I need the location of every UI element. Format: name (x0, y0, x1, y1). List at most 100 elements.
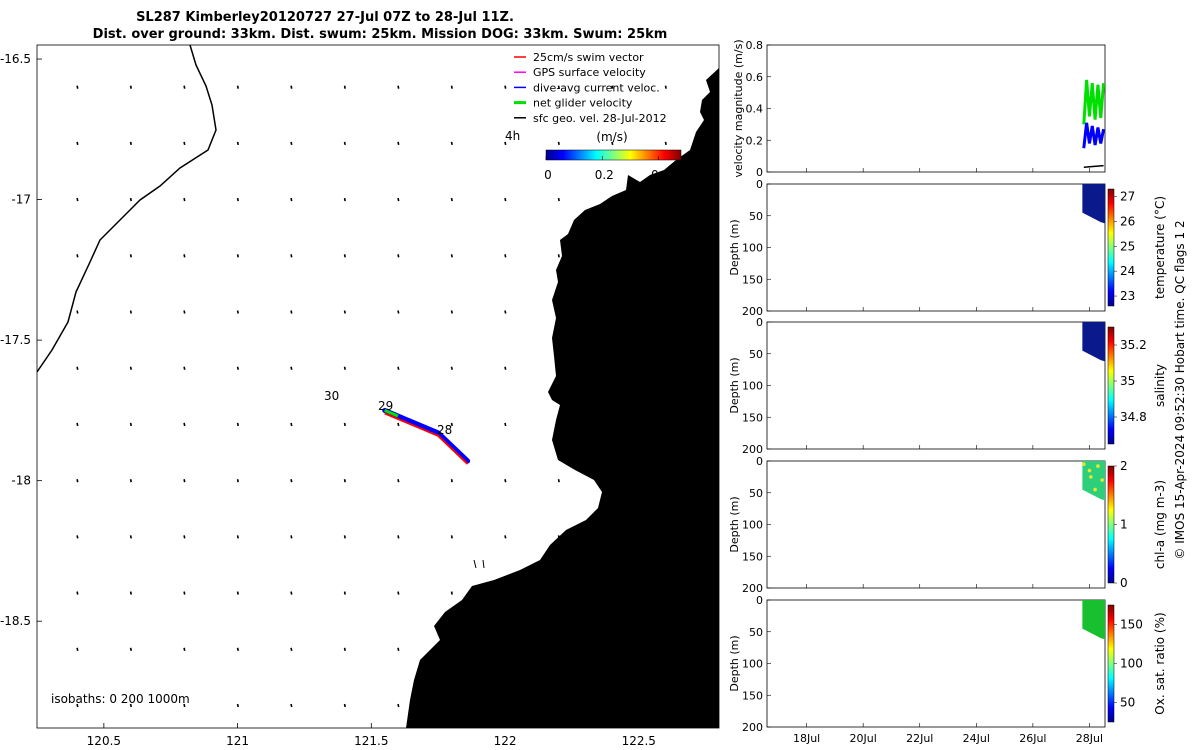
depth-y-tick-label: 200 (742, 582, 763, 595)
velocity-arrow (236, 703, 239, 708)
velocity-arrow (129, 85, 132, 89)
velocity-arrow (236, 647, 239, 651)
depth-colorbar-tick-label: 50 (1120, 696, 1135, 710)
velocity-arrow (343, 422, 346, 427)
velocity-arrow (290, 85, 293, 89)
depth-y-tick-label: 50 (749, 210, 763, 223)
velocity-arrow (236, 85, 239, 89)
legend-label: GPS surface velocity (533, 66, 646, 79)
map-y-tick-label: -16.5 (0, 52, 31, 66)
time-x-tick-label: 28Jul (1076, 732, 1103, 745)
title-line1: SL287 Kimberley20120727 27-Jul 07Z to 28… (136, 10, 514, 25)
velocity-arrow (611, 141, 614, 146)
velocity-arrow (343, 647, 346, 651)
velocity-arrow (236, 366, 239, 370)
velocity-arrow (343, 703, 346, 708)
map-x-tick-label: 122 (494, 734, 517, 748)
chl-highlight-point (1087, 468, 1092, 473)
velocity-arrow (397, 85, 400, 89)
velocity-arrow (290, 422, 293, 427)
depth-colorbar-label: chl-a (mg m-3) (1153, 480, 1167, 569)
depth-data-block (1082, 322, 1105, 362)
velocity-arrow (183, 647, 186, 651)
depth-y-tick-label: 100 (742, 380, 763, 393)
time-x-tick-label: 26Jul (1019, 732, 1046, 745)
velocity-arrow (450, 141, 453, 146)
depth-colorbar-tick-label: 24 (1120, 264, 1135, 278)
velocity-arrow (290, 591, 293, 595)
velocity-arrow (504, 85, 507, 89)
velocity-ylabel: velocity magnitude (m/s) (732, 39, 745, 177)
velocity-arrow (76, 254, 79, 258)
velocity-arrow (183, 703, 186, 708)
velocity-arrow (397, 647, 400, 651)
depth-y-tick-label: 200 (742, 305, 763, 318)
velocity-arrow (450, 591, 453, 595)
velocity-arrow (343, 141, 346, 146)
velocity-arrow (129, 254, 132, 258)
velocity-arrow (236, 591, 239, 595)
time-x-ticks: 18Jul 20Jul 22Jul 24Jul 26Jul 28Jul (793, 168, 1103, 745)
velocity-arrow (236, 422, 239, 427)
velocity-arrow (236, 310, 239, 314)
velocity-arrow (611, 85, 614, 89)
map-x-tick-label: 120.5 (87, 734, 121, 748)
velocity-arrow (397, 422, 400, 427)
velocity-arrow (290, 254, 293, 258)
velocity-arrow (557, 85, 560, 89)
velocity-arrow (76, 647, 79, 651)
isobaths-label: isobaths: 0 200 1000m (51, 692, 190, 706)
colorbar-tick-label: 0.2 (595, 168, 614, 182)
velocity-arrow (397, 591, 400, 595)
colorbar-tick-label: 0.4 (651, 168, 670, 182)
chl-highlight-point (1081, 462, 1086, 466)
depth-colorbar-tick-label: 100 (1120, 657, 1143, 671)
velocity-arrow (290, 197, 293, 202)
day-label-30: 30 (324, 389, 339, 403)
legend-label: sfc geo. vel. 28-Jul-2012 (533, 112, 667, 125)
velocity-arrow (397, 310, 400, 314)
depth-data-block (1082, 600, 1105, 640)
velocity-arrow (397, 366, 400, 370)
velocity-arrow (450, 535, 453, 539)
velocity-arrow (76, 703, 79, 708)
velocity-arrow (129, 366, 132, 370)
velocity-arrow (397, 703, 400, 708)
depth-colorbar-tick-label: 2 (1120, 459, 1128, 473)
glider-track (382, 407, 471, 465)
depth-frame (766, 460, 1106, 589)
title-line2: Dist. over ground: 33km. Dist. swum: 25k… (93, 27, 668, 42)
depth-colorbar-tick-label: 27 (1120, 189, 1135, 203)
velocity-arrow (290, 310, 293, 314)
depth-panel: 0 50 100 150 200 Depth (m) 35.2 35 34.8 salinity (728, 316, 1167, 456)
depth-colorbar-tick-label: 34.8 (1120, 410, 1147, 424)
depth-colorbar-tick-label: 150 (1120, 618, 1143, 632)
velocity-series-line (1082, 79, 1106, 125)
velocity-series-line (1082, 122, 1106, 149)
velocity-arrow (557, 141, 560, 146)
velocity-arrow (504, 197, 507, 202)
velocity-arrow (504, 141, 507, 146)
map-legend: 25cm/s swim vector GPS surface velocity di… (514, 51, 667, 125)
map-y-ticks: -16.5 -17 -17.5 -18 -18.5 (0, 52, 42, 628)
velocity-arrow (183, 197, 186, 202)
depth-y-tick-label: 50 (749, 348, 763, 361)
velocity-arrow (450, 422, 453, 427)
velocity-arrow (397, 254, 400, 258)
depth-y-tick-label: 150 (742, 550, 763, 563)
velocity-arrow (504, 535, 507, 539)
legend-label: dive-avg current veloc. (533, 81, 660, 94)
hours-label: 4h (505, 129, 520, 143)
velocity-arrow (664, 85, 667, 89)
depth-ylabel: Depth (m) (728, 357, 741, 413)
credit-text: © IMOS 15-Apr-2024 09:52:30 Hobart time.… (1173, 220, 1187, 559)
velocity-arrow (183, 366, 186, 370)
velocity-arrow (290, 703, 293, 708)
velocity-arrow (183, 310, 186, 314)
velocity-arrow (76, 85, 79, 89)
map-colorbar (545, 149, 682, 161)
depth-y-tick-label: 200 (742, 721, 763, 734)
chl-highlight-point (1100, 478, 1104, 482)
